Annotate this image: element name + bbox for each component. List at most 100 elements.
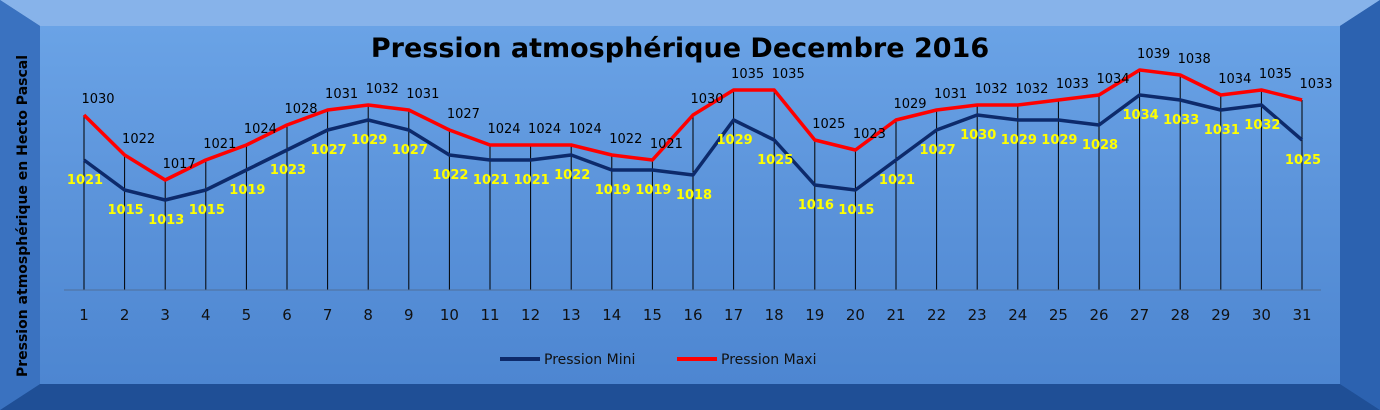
- data-labels: 1030 1022 1017 1021 1024 1028 1031 1032 1031 1027…: [67, 47, 1333, 228]
- bevel-top: [0, 0, 1380, 26]
- x-tick-label: 21: [886, 306, 905, 324]
- data-label-maxi: 1021: [203, 137, 236, 152]
- data-label-maxi: 1032: [1015, 82, 1048, 97]
- data-label-maxi: 1024: [569, 122, 602, 137]
- x-tick-label: 5: [242, 306, 252, 324]
- data-label-mini: 1030: [960, 128, 996, 143]
- x-tick-labels: 1 2 3 4 5 6 7 8 9 10 11 12 13 14 15 16 17 18 19 20 21 22 23 24 2…: [79, 306, 1311, 324]
- bevel-bottom: [0, 384, 1380, 410]
- data-label-mini: 1022: [432, 168, 468, 183]
- data-label-mini: 1022: [554, 168, 590, 183]
- data-label-mini: 1028: [1082, 138, 1118, 153]
- data-label-mini: 1018: [676, 188, 712, 203]
- x-tick-label: 25: [1049, 306, 1068, 324]
- data-label-maxi: 1035: [772, 67, 805, 82]
- y-axis-label: Pression atmosphérique en Hecto Pascal: [15, 55, 31, 377]
- bevel-right: [1340, 0, 1380, 410]
- data-label-maxi: 1032: [366, 82, 399, 97]
- x-tick-label: 16: [683, 306, 702, 324]
- x-tick-label: 3: [160, 306, 170, 324]
- x-tick-label: 29: [1211, 306, 1230, 324]
- data-label-maxi: 1039: [1137, 47, 1170, 62]
- x-tick-label: 30: [1252, 306, 1271, 324]
- data-label-mini: 1015: [108, 203, 144, 218]
- x-tick-label: 17: [724, 306, 743, 324]
- data-label-maxi: 1031: [934, 87, 967, 102]
- x-tick-label: 23: [968, 306, 987, 324]
- drop-lines: [83, 70, 1303, 290]
- data-label-mini: 1025: [1285, 153, 1321, 168]
- data-label-mini: 1021: [514, 173, 550, 188]
- x-tick-label: 2: [120, 306, 130, 324]
- data-label-maxi: 1028: [284, 102, 317, 117]
- legend-label-maxi: Pression Maxi: [721, 352, 816, 368]
- data-label-maxi: 1024: [487, 122, 520, 137]
- data-label-maxi: 1033: [1056, 77, 1089, 92]
- x-tick-label: 26: [1089, 306, 1108, 324]
- x-tick-label: 4: [201, 306, 211, 324]
- data-label-mini: 1027: [392, 143, 428, 158]
- series-lines: [82, 68, 1304, 202]
- x-tick-label: 31: [1292, 306, 1311, 324]
- data-label-mini: 1034: [1123, 108, 1159, 123]
- x-tick-label: 19: [805, 306, 824, 324]
- data-label-maxi: 1024: [528, 122, 561, 137]
- data-label-mini: 1019: [635, 183, 671, 198]
- data-label-mini: 1016: [798, 198, 834, 213]
- x-tick-label: 12: [521, 306, 540, 324]
- data-label-mini: 1032: [1244, 118, 1280, 133]
- data-label-mini: 1015: [189, 203, 225, 218]
- data-label-maxi: 1021: [650, 137, 683, 152]
- data-label-mini: 1029: [717, 133, 753, 148]
- data-label-maxi: 1038: [1178, 52, 1211, 67]
- x-tick-label: 7: [323, 306, 333, 324]
- data-label-mini: 1025: [757, 153, 793, 168]
- series-line-mini: [82, 93, 1304, 202]
- data-label-maxi: 1024: [244, 122, 277, 137]
- data-label-mini: 1031: [1204, 123, 1240, 138]
- data-label-mini: 1021: [879, 173, 915, 188]
- data-label-maxi: 1029: [893, 97, 926, 112]
- data-label-maxi: 1022: [609, 132, 642, 147]
- data-label-maxi: 1030: [81, 92, 114, 107]
- data-label-maxi: 1022: [122, 132, 155, 147]
- x-tick-label: 14: [602, 306, 621, 324]
- data-label-maxi: 1034: [1096, 72, 1129, 87]
- data-label-mini: 1029: [1001, 133, 1037, 148]
- data-label-maxi: 1027: [447, 107, 480, 122]
- series-line-maxi: [82, 68, 1303, 182]
- data-label-maxi: 1035: [1259, 67, 1292, 82]
- data-label-maxi: 1030: [690, 92, 723, 107]
- x-tick-label: 24: [1008, 306, 1027, 324]
- plot-background: [40, 26, 1340, 384]
- x-tick-label: 27: [1130, 306, 1149, 324]
- data-label-mini: 1027: [920, 143, 956, 158]
- data-label-maxi: 1032: [975, 82, 1008, 97]
- data-label-mini: 1021: [473, 173, 509, 188]
- legend: Pression Mini Pression Maxi: [500, 352, 816, 368]
- data-label-mini: 1021: [67, 173, 103, 188]
- x-tick-label: 18: [765, 306, 784, 324]
- data-label-mini: 1013: [148, 213, 184, 228]
- legend-label-mini: Pression Mini: [544, 352, 635, 368]
- data-label-mini: 1019: [229, 183, 265, 198]
- x-tick-label: 8: [363, 306, 373, 324]
- bevel-left: [0, 0, 40, 410]
- x-tick-label: 6: [282, 306, 292, 324]
- data-label-mini: 1023: [270, 163, 306, 178]
- data-label-mini: 1029: [1041, 133, 1077, 148]
- data-label-mini: 1029: [351, 133, 387, 148]
- data-label-maxi: 1031: [325, 87, 358, 102]
- data-label-maxi: 1031: [406, 87, 439, 102]
- x-tick-label: 22: [927, 306, 946, 324]
- data-label-mini: 1027: [311, 143, 347, 158]
- data-label-maxi: 1035: [731, 67, 764, 82]
- chart-title: Pression atmosphérique Decembre 2016: [371, 33, 989, 64]
- x-tick-label: 15: [643, 306, 662, 324]
- data-label-mini: 1015: [838, 203, 874, 218]
- x-tick-label: 10: [440, 306, 459, 324]
- data-label-maxi: 1017: [163, 157, 196, 172]
- data-label-maxi: 1025: [812, 117, 845, 132]
